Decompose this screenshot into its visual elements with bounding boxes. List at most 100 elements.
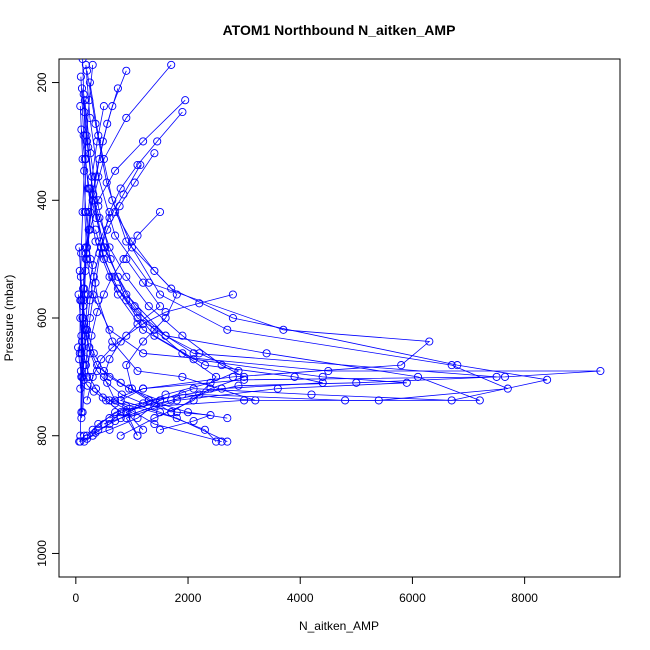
data-point-25-7 [155, 396, 165, 405]
data-point-23-6 [234, 366, 243, 376]
x-tick-label-1: 2000 [175, 591, 202, 605]
series-line-28 [77, 347, 133, 442]
data-point-25-5 [105, 372, 114, 381]
data-point-25-4 [93, 361, 102, 370]
data-point-11-0 [178, 107, 187, 117]
plot-area [74, 59, 605, 446]
data-point-29-0 [77, 125, 86, 134]
data-point-6-10 [172, 396, 181, 405]
data-point-4-4 [155, 290, 165, 299]
data-point-13-6 [87, 331, 96, 340]
data-point-0-16 [212, 437, 221, 446]
data-point-23-0 [91, 225, 100, 234]
data-point-22-4 [116, 337, 125, 346]
data-point-28-4 [83, 381, 92, 390]
series-line-4 [89, 82, 508, 425]
data-point-6-8 [402, 378, 411, 387]
data-point-22-8 [150, 419, 159, 429]
series-line-5 [81, 88, 480, 431]
data-point-6-11 [122, 414, 131, 423]
data-point-9-3 [94, 196, 103, 205]
data-point-14-3 [139, 319, 148, 328]
data-point-29-11 [150, 414, 159, 423]
data-point-27-0 [78, 313, 87, 323]
data-point-25-6 [125, 384, 134, 393]
data-point-2-9 [307, 390, 316, 399]
series-21 [86, 184, 249, 417]
series-22 [99, 255, 226, 446]
data-point-8-8 [251, 396, 260, 405]
data-point-29-3 [91, 213, 101, 222]
data-point-29-9 [212, 372, 221, 381]
data-point-23-2 [113, 284, 122, 293]
data-point-20-5 [139, 337, 148, 346]
x-axis-title: N_aitken_AMP [299, 619, 379, 633]
data-point-26-10 [82, 434, 92, 443]
data-point-26-1 [76, 313, 85, 323]
data-point-27-3 [93, 366, 102, 376]
data-point-18-2 [88, 172, 97, 181]
data-point-22-3 [133, 319, 142, 328]
series-13 [82, 207, 165, 381]
data-point-0-9 [596, 366, 605, 376]
x-tick-label-3: 6000 [399, 591, 426, 605]
data-point-21-2 [105, 243, 114, 252]
data-point-28-3 [79, 375, 88, 384]
series-28 [74, 343, 136, 446]
data-point-3-0 [76, 72, 85, 81]
data-point-29-4 [100, 243, 110, 252]
data-point-13-2 [119, 255, 128, 264]
data-point-5-7 [413, 372, 423, 381]
data-point-22-2 [155, 302, 165, 311]
data-point-7-4 [122, 296, 131, 305]
data-point-3-4 [105, 272, 114, 281]
data-point-4-5 [223, 325, 232, 334]
data-point-0-8 [324, 366, 333, 376]
data-point-4-3 [127, 243, 136, 252]
data-point-25-8 [133, 414, 142, 423]
data-point-18-7 [76, 384, 85, 393]
data-point-8-7 [178, 372, 187, 381]
data-point-15-0 [136, 160, 145, 170]
data-point-20-0 [111, 207, 120, 217]
data-point-19-5 [77, 249, 86, 258]
series-27 [78, 313, 215, 434]
data-point-9-2 [111, 166, 120, 175]
data-point-6-0 [79, 90, 88, 99]
data-point-17-5 [81, 249, 90, 258]
data-point-25-0 [75, 266, 84, 275]
data-point-6-6 [189, 355, 198, 364]
data-point-1-9 [139, 384, 148, 393]
x-tick-label-2: 4000 [287, 591, 314, 605]
data-point-4-1 [94, 131, 103, 140]
data-point-8-1 [78, 155, 87, 164]
data-point-2-6 [453, 361, 462, 370]
data-point-1-4 [144, 278, 153, 287]
data-point-13-0 [155, 207, 165, 217]
series-line-7 [84, 100, 323, 419]
data-point-24-8 [183, 408, 193, 417]
data-point-18-5 [79, 284, 88, 293]
data-point-10-1 [122, 113, 131, 122]
data-point-16-1 [103, 119, 112, 128]
data-point-28-6 [98, 393, 107, 402]
data-point-14-5 [108, 343, 117, 352]
data-point-8-10 [122, 402, 131, 411]
data-point-4-0 [85, 78, 94, 87]
data-point-14-1 [195, 299, 204, 308]
data-point-2-7 [543, 375, 552, 384]
series-1 [81, 60, 434, 446]
series-2 [82, 66, 552, 440]
axis-ticks: 0 2000 4000 6000 8000 200 400 600 800 1000 [35, 72, 538, 605]
series-29 [77, 125, 221, 440]
data-point-27-10 [155, 425, 165, 434]
data-point-13-1 [133, 231, 142, 240]
data-point-6-5 [139, 325, 148, 334]
data-point-21-5 [178, 331, 187, 340]
data-point-9-0 [181, 96, 190, 105]
data-point-3-6 [189, 349, 198, 358]
data-point-8-5 [108, 337, 117, 346]
data-point-11-8 [81, 361, 90, 370]
data-point-14-8 [82, 396, 92, 405]
